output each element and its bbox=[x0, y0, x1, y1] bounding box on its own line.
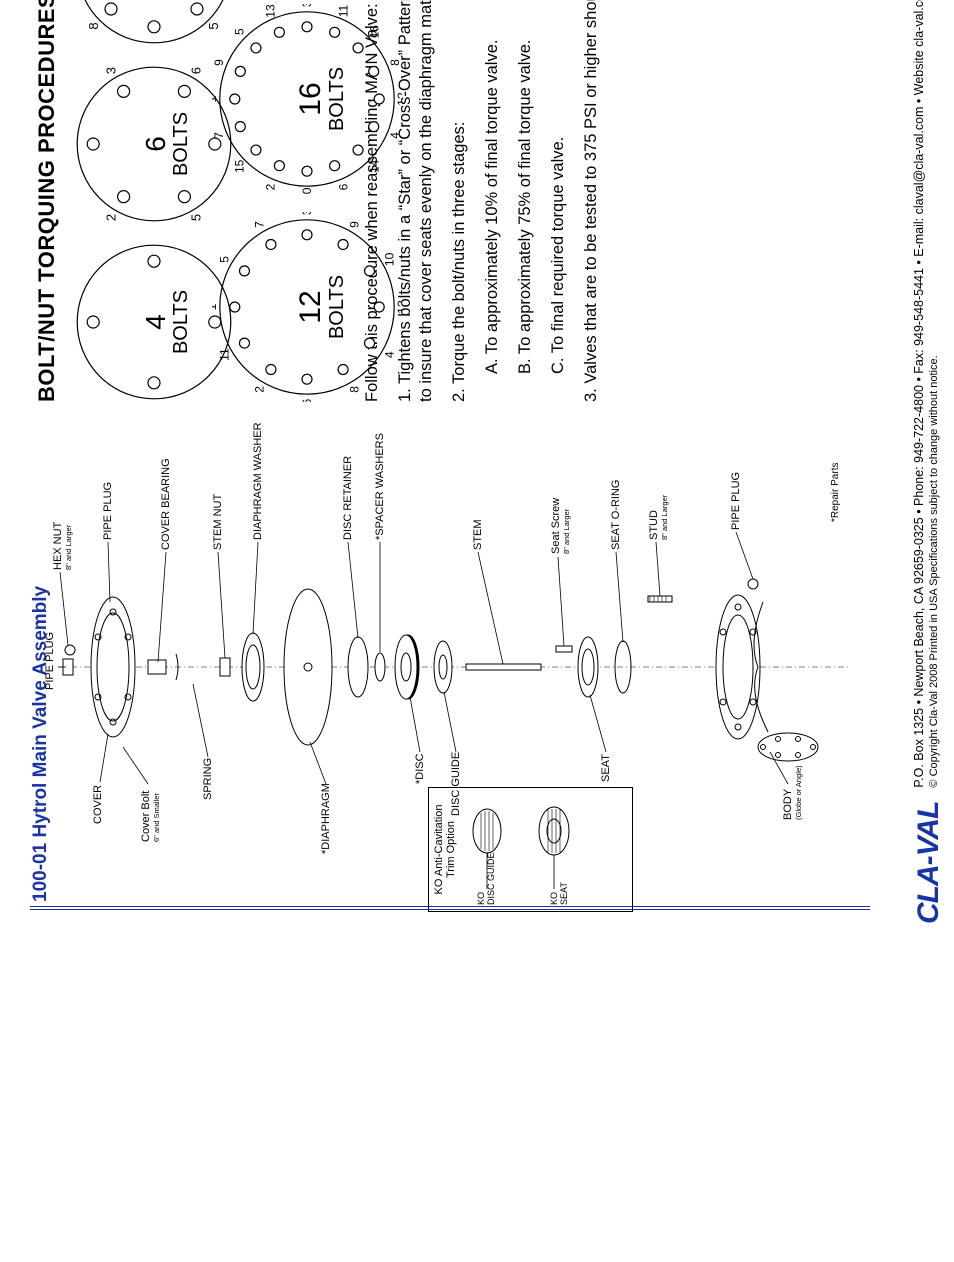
svg-text:11: 11 bbox=[217, 348, 231, 361]
label-stem-nut: STEM NUT bbox=[212, 494, 224, 550]
footer-copyright: © Copyright Cla-Val 2008 Printed in USA … bbox=[928, 0, 942, 788]
label-pipe-plug-bottom: PIPE PLUG bbox=[730, 472, 742, 530]
label-seat-screw-sub: 8" and Larger bbox=[562, 498, 571, 554]
torque-title: BOLT/NUT TORQUING PROCEDURES ON VALVE CO… bbox=[34, 0, 60, 402]
label-spacer-washers: *SPACER WASHERS bbox=[374, 433, 386, 540]
svg-text:10: 10 bbox=[300, 187, 314, 194]
bolt-pattern-6: 1364526BOLTS bbox=[74, 64, 192, 224]
svg-text:6: 6 bbox=[188, 67, 203, 74]
label-cover: COVER bbox=[92, 785, 104, 824]
bolt-pattern-4: 13244BOLTS bbox=[74, 242, 192, 402]
label-pipe-plug-side: PIPE PLUG bbox=[102, 482, 114, 540]
label-body: BODY (Globe or Angle) bbox=[782, 765, 803, 820]
svg-text:13: 13 bbox=[263, 4, 277, 18]
ko-title-1: KO Anti-Cavitation bbox=[433, 788, 445, 911]
label-pipe-plug-top: PIPE PLUG bbox=[44, 632, 56, 690]
exploded-view: PIPE PLUG HEX NUT 8" and Larger COVER PI… bbox=[58, 432, 848, 902]
footer: CLA-VAL P.O. Box 1325 • Newport Beach, C… bbox=[912, 0, 946, 924]
label-seat-screw-text: Seat Screw bbox=[550, 498, 562, 554]
label-cover-bearing: COVER BEARING bbox=[160, 458, 172, 550]
svg-text:1: 1 bbox=[212, 303, 219, 310]
svg-text:14: 14 bbox=[367, 159, 381, 173]
svg-text:3: 3 bbox=[104, 67, 119, 74]
svg-text:3: 3 bbox=[300, 212, 314, 215]
svg-text:1: 1 bbox=[74, 318, 76, 325]
svg-text:10: 10 bbox=[382, 252, 396, 266]
step-3: 3. Valves that are to be tested to 375 P… bbox=[581, 0, 602, 402]
label-disc: *DISC bbox=[414, 753, 426, 784]
repair-parts-note: *Repair Parts bbox=[830, 432, 850, 522]
svg-text:2: 2 bbox=[252, 386, 266, 393]
label-hex-nut: HEX NUT 8" and Larger bbox=[52, 522, 73, 570]
label-cover-bolt-sub: 6" and Smaller bbox=[152, 791, 161, 842]
svg-text:16: 16 bbox=[367, 25, 381, 39]
svg-text:2: 2 bbox=[104, 214, 119, 221]
label-stud-sub: 8" and Larger bbox=[660, 495, 669, 540]
label-stem: STEM bbox=[472, 519, 484, 550]
svg-text:8: 8 bbox=[347, 386, 361, 393]
step-2: 2. Torque the bolt/nuts in three stages: bbox=[449, 0, 470, 402]
label-hex-nut-text: HEX NUT bbox=[52, 522, 64, 570]
svg-text:9: 9 bbox=[347, 221, 361, 228]
torque-column: BOLT/NUT TORQUING PROCEDURES ON VALVE CO… bbox=[30, 0, 870, 402]
svg-text:5: 5 bbox=[217, 256, 231, 263]
assembly-column: 100-01 Hytrol Main Valve Assembly bbox=[30, 432, 870, 924]
svg-text:1: 1 bbox=[212, 95, 219, 102]
svg-text:3: 3 bbox=[300, 4, 314, 7]
label-diaphragm-washer: DIAPHRAGM WASHER bbox=[252, 422, 264, 540]
label-seat-screw: Seat Screw 8" and Larger bbox=[550, 498, 571, 554]
footer-address: P.O. Box 1325 • Newport Beach, CA 92659-… bbox=[912, 0, 928, 788]
label-cover-bolt-text: Cover Bolt bbox=[140, 791, 152, 842]
bolt-patterns: 13244BOLTS1364526BOLTS163725488BOLTS1573… bbox=[74, 0, 348, 402]
label-spring: SPRING bbox=[202, 758, 214, 800]
label-cover-bolt: Cover Bolt 6" and Smaller bbox=[140, 791, 161, 842]
label-disc-retainer: DISC RETAINER bbox=[342, 456, 354, 540]
svg-text:8: 8 bbox=[86, 22, 101, 29]
step-2a: A. To approximately 10% of final torque … bbox=[482, 0, 503, 402]
svg-text:6: 6 bbox=[336, 183, 350, 190]
bolt-pattern-16: 1951331116812414610215716BOLTS bbox=[212, 4, 348, 194]
svg-text:1: 1 bbox=[74, 140, 76, 147]
svg-text:7: 7 bbox=[252, 221, 266, 228]
svg-text:8: 8 bbox=[388, 59, 402, 66]
label-diaphragm: *DIAPHRAGM bbox=[320, 783, 332, 854]
label-seat-oring: SEAT O-RING bbox=[610, 480, 622, 551]
svg-text:2: 2 bbox=[263, 183, 277, 190]
ko-title-2: Trim Option bbox=[445, 788, 457, 911]
bolt-pattern-12: 15739101248621112BOLTS bbox=[212, 212, 348, 402]
label-stud: STUD 8" and Larger bbox=[648, 495, 669, 540]
svg-text:12: 12 bbox=[395, 300, 402, 314]
svg-text:5: 5 bbox=[232, 28, 246, 35]
label-stud-text: STUD bbox=[648, 510, 660, 540]
svg-text:6: 6 bbox=[300, 399, 314, 402]
label-body-text: BODY bbox=[782, 789, 794, 820]
svg-text:7: 7 bbox=[212, 132, 226, 139]
step-2b: B. To approximately 75% of final torque … bbox=[515, 0, 536, 402]
svg-text:5: 5 bbox=[188, 214, 203, 221]
label-hex-nut-sub: 8" and Larger bbox=[64, 522, 73, 570]
logo: CLA-VAL bbox=[912, 802, 946, 924]
svg-text:15: 15 bbox=[232, 159, 246, 173]
svg-text:12: 12 bbox=[395, 92, 402, 106]
label-seat: SEAT bbox=[600, 754, 612, 782]
bolt-pattern-8: 163725488BOLTS bbox=[74, 0, 192, 46]
svg-text:9: 9 bbox=[212, 59, 226, 66]
svg-text:11: 11 bbox=[336, 4, 350, 17]
svg-text:4: 4 bbox=[388, 132, 402, 139]
ko-option-box: KO Anti-Cavitation Trim Option KO DISC G… bbox=[428, 787, 633, 912]
svg-text:4: 4 bbox=[382, 351, 396, 358]
label-body-sub: (Globe or Angle) bbox=[794, 765, 803, 820]
step-2c: C. To final required torque valve. bbox=[548, 0, 569, 402]
